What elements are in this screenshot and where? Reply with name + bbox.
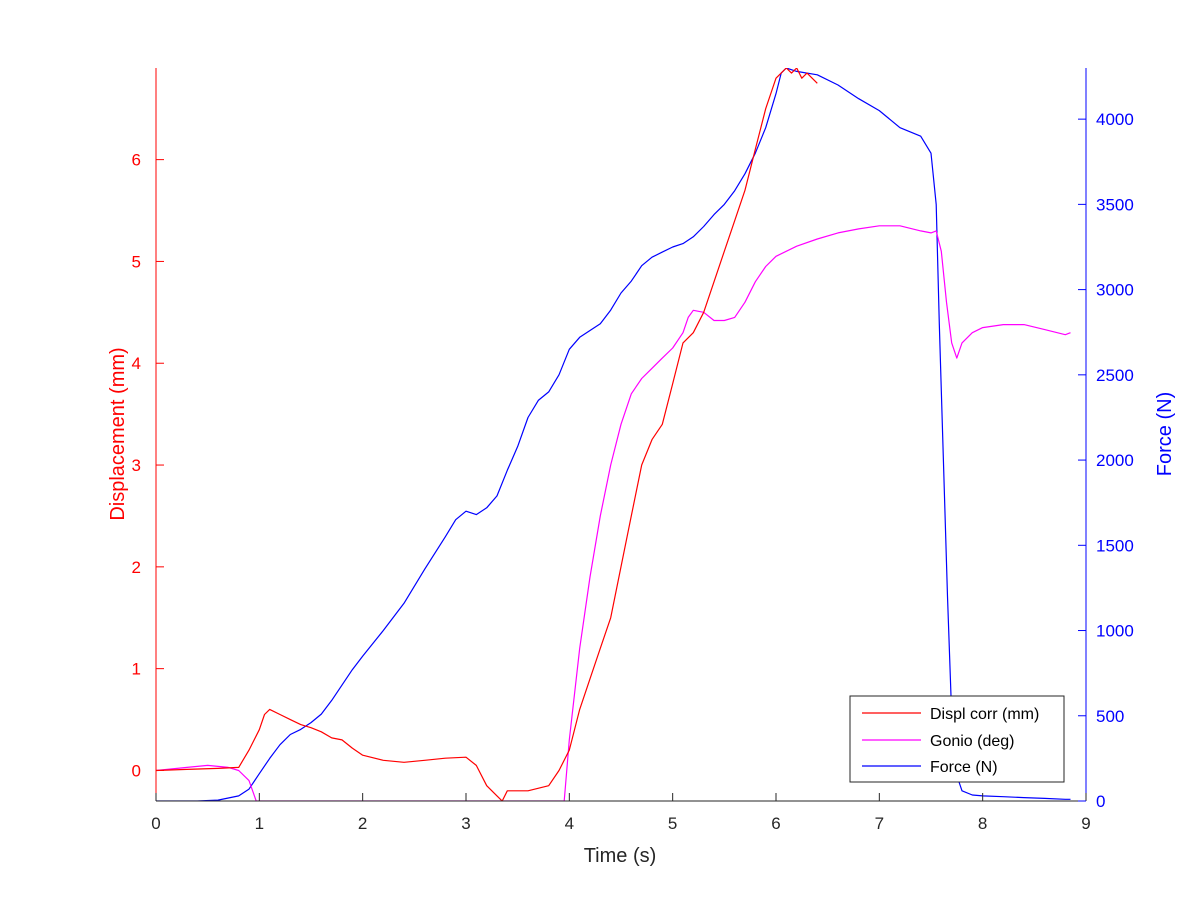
x-tick-label: 8: [978, 814, 987, 833]
left-y-tick-label: 0: [132, 761, 141, 780]
x-tick-label: 0: [151, 814, 160, 833]
right-y-tick-label: 1500: [1096, 536, 1134, 555]
left-y-tick-label: 5: [132, 252, 141, 271]
series-line-force: [156, 68, 1071, 801]
right-y-tick-label: 1000: [1096, 622, 1134, 641]
x-tick-label: 7: [875, 814, 884, 833]
series-line-gonio: [156, 225, 1071, 801]
x-tick-label: 6: [771, 814, 780, 833]
ticks-layer: 0 1 2 3 4 5 6 7 8 9012345605001000150020002500300…: [132, 110, 1134, 833]
right-y-tick-label: 500: [1096, 707, 1124, 726]
x-axis-label: Time (s): [584, 845, 657, 867]
right-y-tick-label: 2500: [1096, 366, 1134, 385]
left-y-tick-label: 2: [132, 558, 141, 577]
right-y-tick-label: 3000: [1096, 281, 1134, 300]
right-y-tick-label: 4000: [1096, 110, 1134, 129]
x-tick-label: 4: [565, 814, 574, 833]
left-y-tick-label: 3: [132, 456, 141, 475]
right-y-tick-label: 3500: [1096, 195, 1134, 214]
x-tick-label: 9: [1081, 814, 1090, 833]
right-y-tick-label: 2000: [1096, 451, 1134, 470]
left-y-axis-label: Displacement (mm): [107, 347, 129, 520]
axes-layer: [155, 68, 1087, 802]
legend: Displ corr (mm) Gonio (deg) Force (N): [849, 695, 1065, 783]
legend-label-force: Force (N): [930, 759, 998, 776]
left-y-tick-label: 6: [132, 151, 141, 170]
x-tick-label: 5: [668, 814, 677, 833]
legend-label-displ: Displ corr (mm): [930, 706, 1039, 723]
legend-label-gonio: Gonio (deg): [930, 733, 1015, 750]
left-y-tick-label: 1: [132, 660, 141, 679]
series-line-displ: [156, 68, 818, 801]
x-tick-label: 3: [461, 814, 470, 833]
right-y-tick-label: 0: [1096, 792, 1105, 811]
x-tick-label: 2: [358, 814, 367, 833]
left-y-tick-label: 4: [132, 354, 141, 373]
series-layer: [156, 68, 1071, 801]
x-tick-label: 1: [255, 814, 264, 833]
right-y-axis-label: Force (N): [1154, 392, 1176, 476]
legend-box: [849, 695, 1065, 783]
